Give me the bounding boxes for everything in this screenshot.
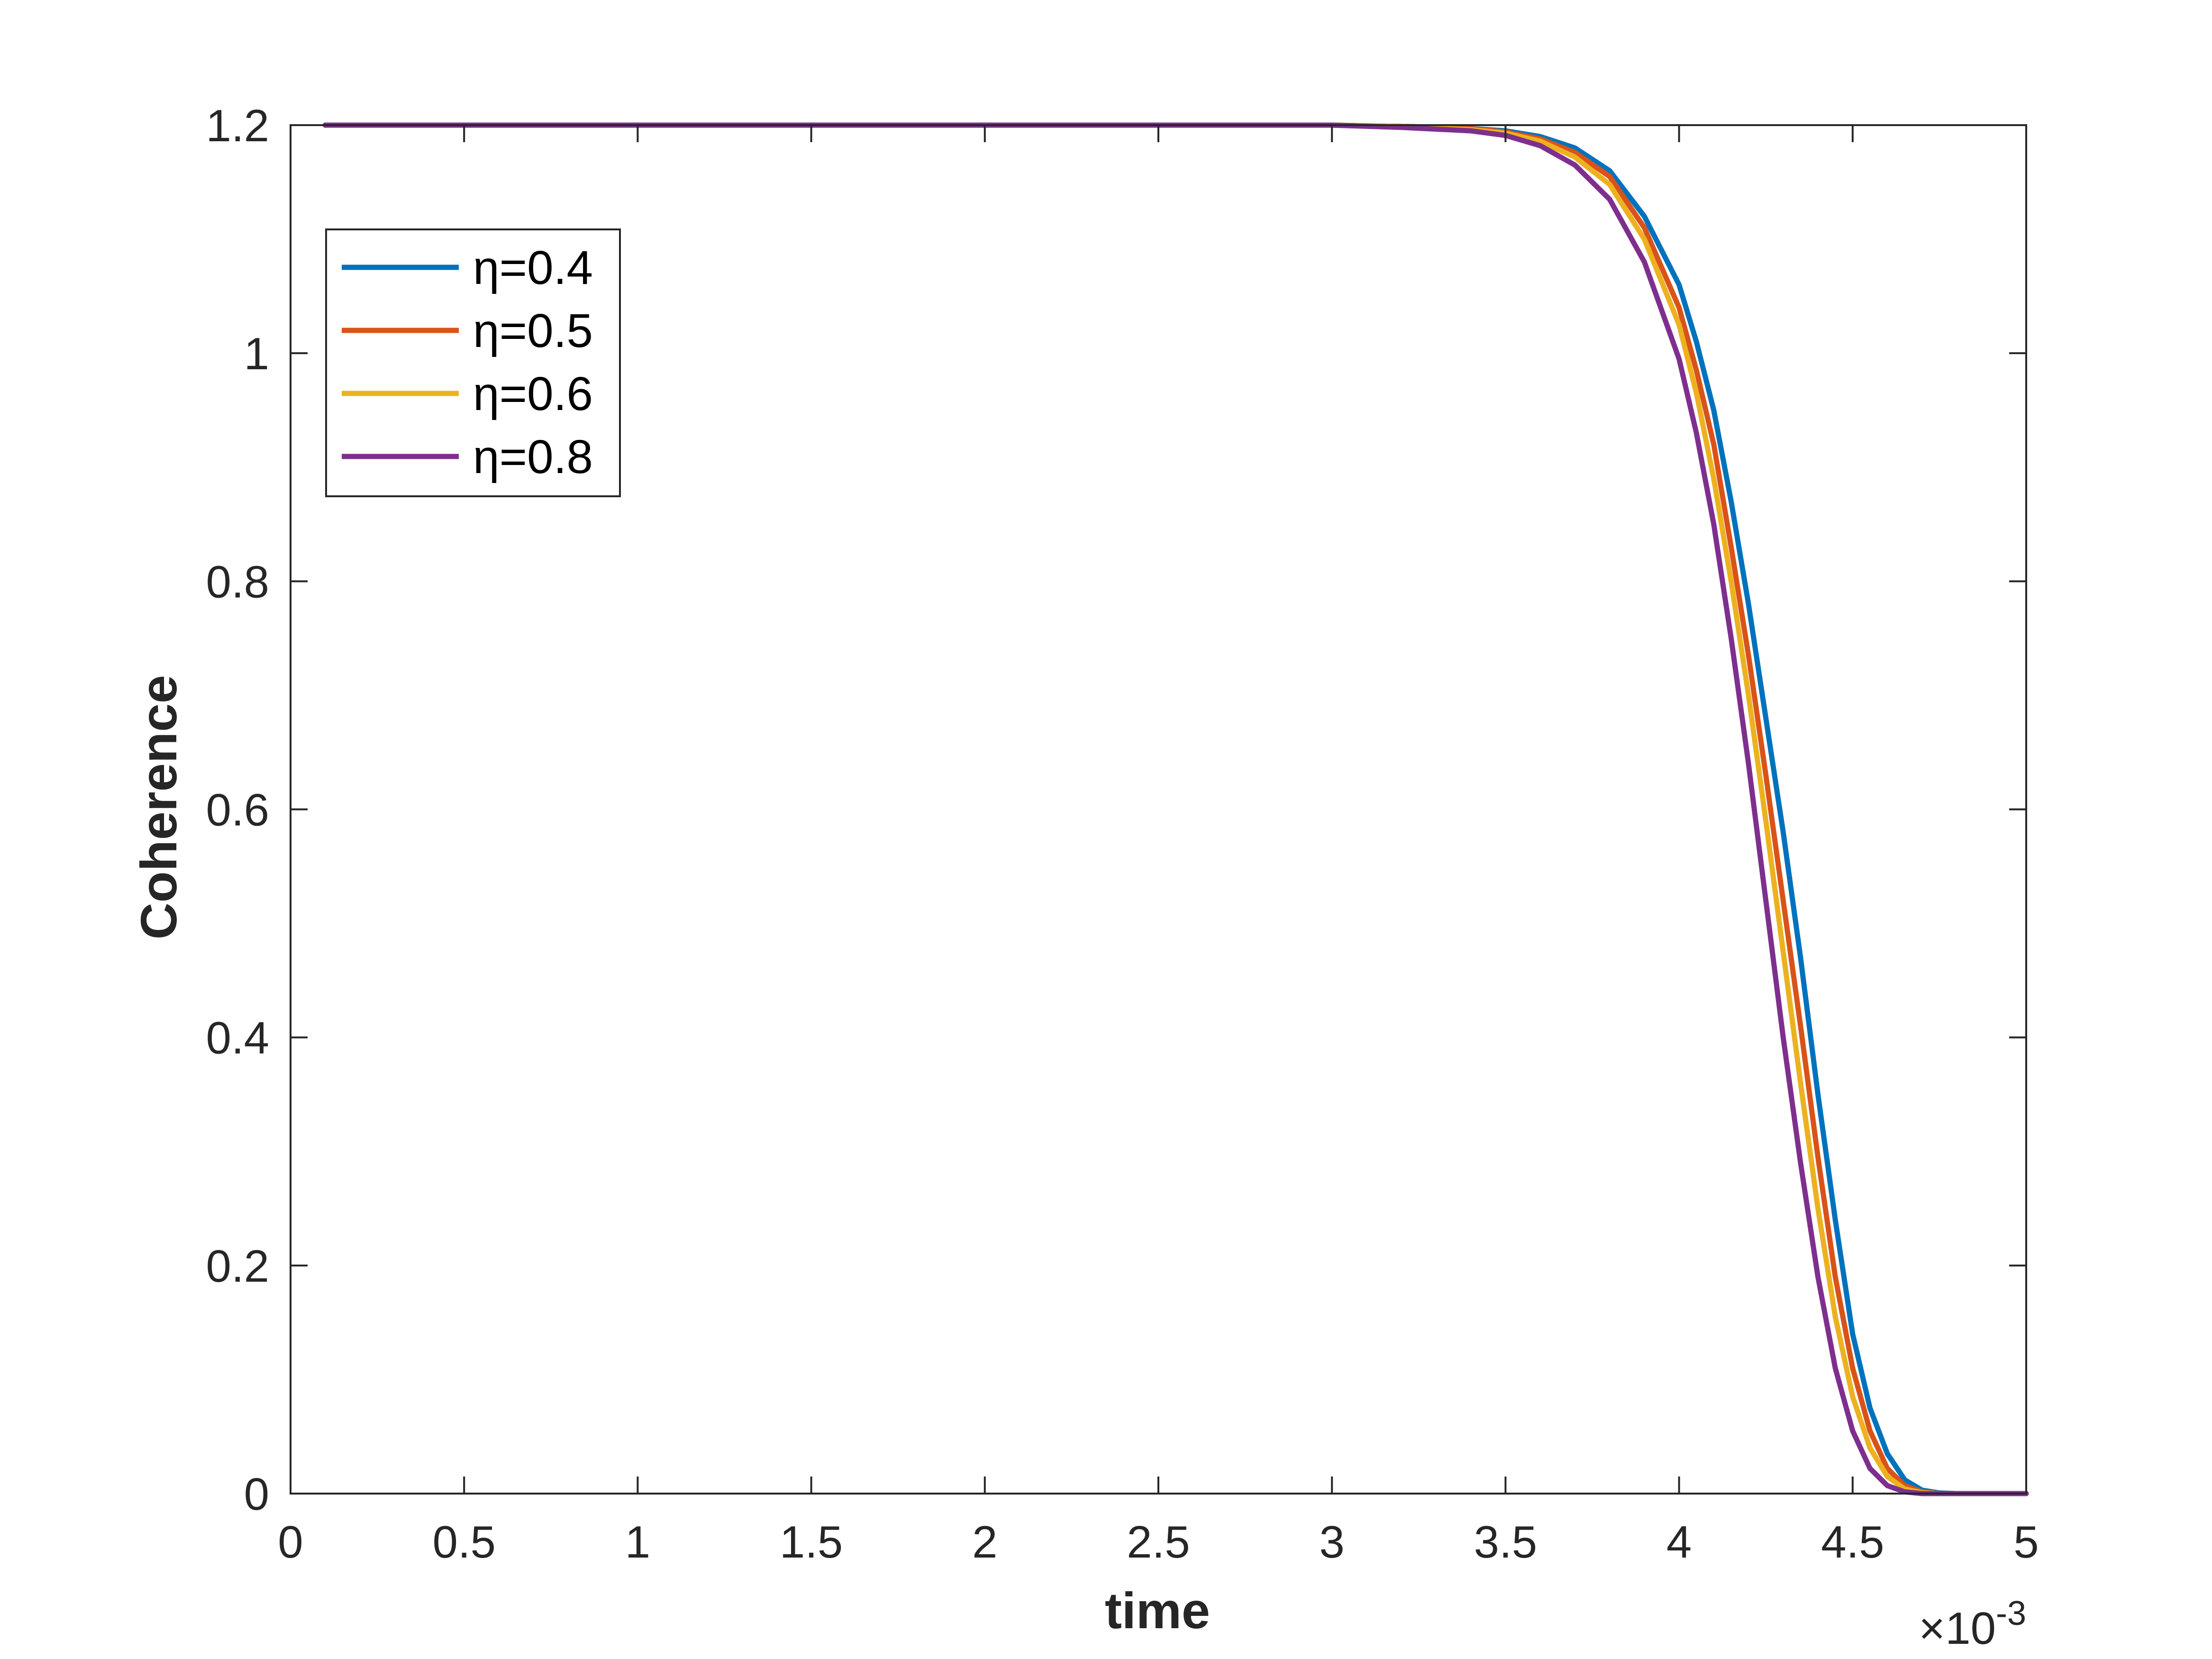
y-tick-label: 0.4: [206, 1013, 269, 1064]
y-tick-label: 0.2: [206, 1241, 269, 1292]
legend-label-2: η=0.5: [473, 304, 593, 357]
y-tick-label: 0: [244, 1469, 269, 1520]
x-tick-label: 4.5: [1821, 1517, 1884, 1568]
x-tick-label: 1: [625, 1517, 650, 1568]
legend-label-4: η=0.8: [473, 430, 593, 483]
x-axis-title: time: [1105, 1582, 1210, 1639]
legend-label-3: η=0.6: [473, 367, 593, 420]
y-axis-title: Coherence: [130, 675, 187, 939]
x-tick-label: 2: [972, 1517, 997, 1568]
y-tick-label: 1.2: [206, 100, 269, 151]
x-axis-exponent-label: ×10-3: [1919, 1595, 2026, 1654]
x-tick-label: 0: [278, 1517, 303, 1568]
x-axis-multiplier: ×10: [1919, 1603, 1996, 1654]
legend-box: [325, 228, 621, 497]
x-tick-label: 1.5: [780, 1517, 843, 1568]
y-tick-label: 0.8: [206, 556, 269, 607]
y-tick-label: 1: [244, 328, 269, 379]
legend: η=0.4 η=0.5 η=0.6 η=0.8: [325, 228, 621, 497]
x-tick-label: 3.5: [1474, 1517, 1537, 1568]
y-tick-label: 0.6: [206, 785, 269, 836]
x-tick-label: 5: [2013, 1517, 2039, 1568]
x-tick-label: 2.5: [1127, 1517, 1190, 1568]
x-tick-label: 4: [1666, 1517, 1692, 1568]
x-tick-label: 0.5: [432, 1517, 495, 1568]
legend-label-1: η=0.4: [473, 241, 593, 294]
x-tick-label: 3: [1320, 1517, 1345, 1568]
axes-layer: 0 0.5 1 1.5 2 2.5 3 3.5 4 4.5 5 0 0.2 0.4 0.6 0.8 1 1.2: [206, 100, 2039, 1568]
x-axis-exponent: -3: [1996, 1595, 2026, 1632]
